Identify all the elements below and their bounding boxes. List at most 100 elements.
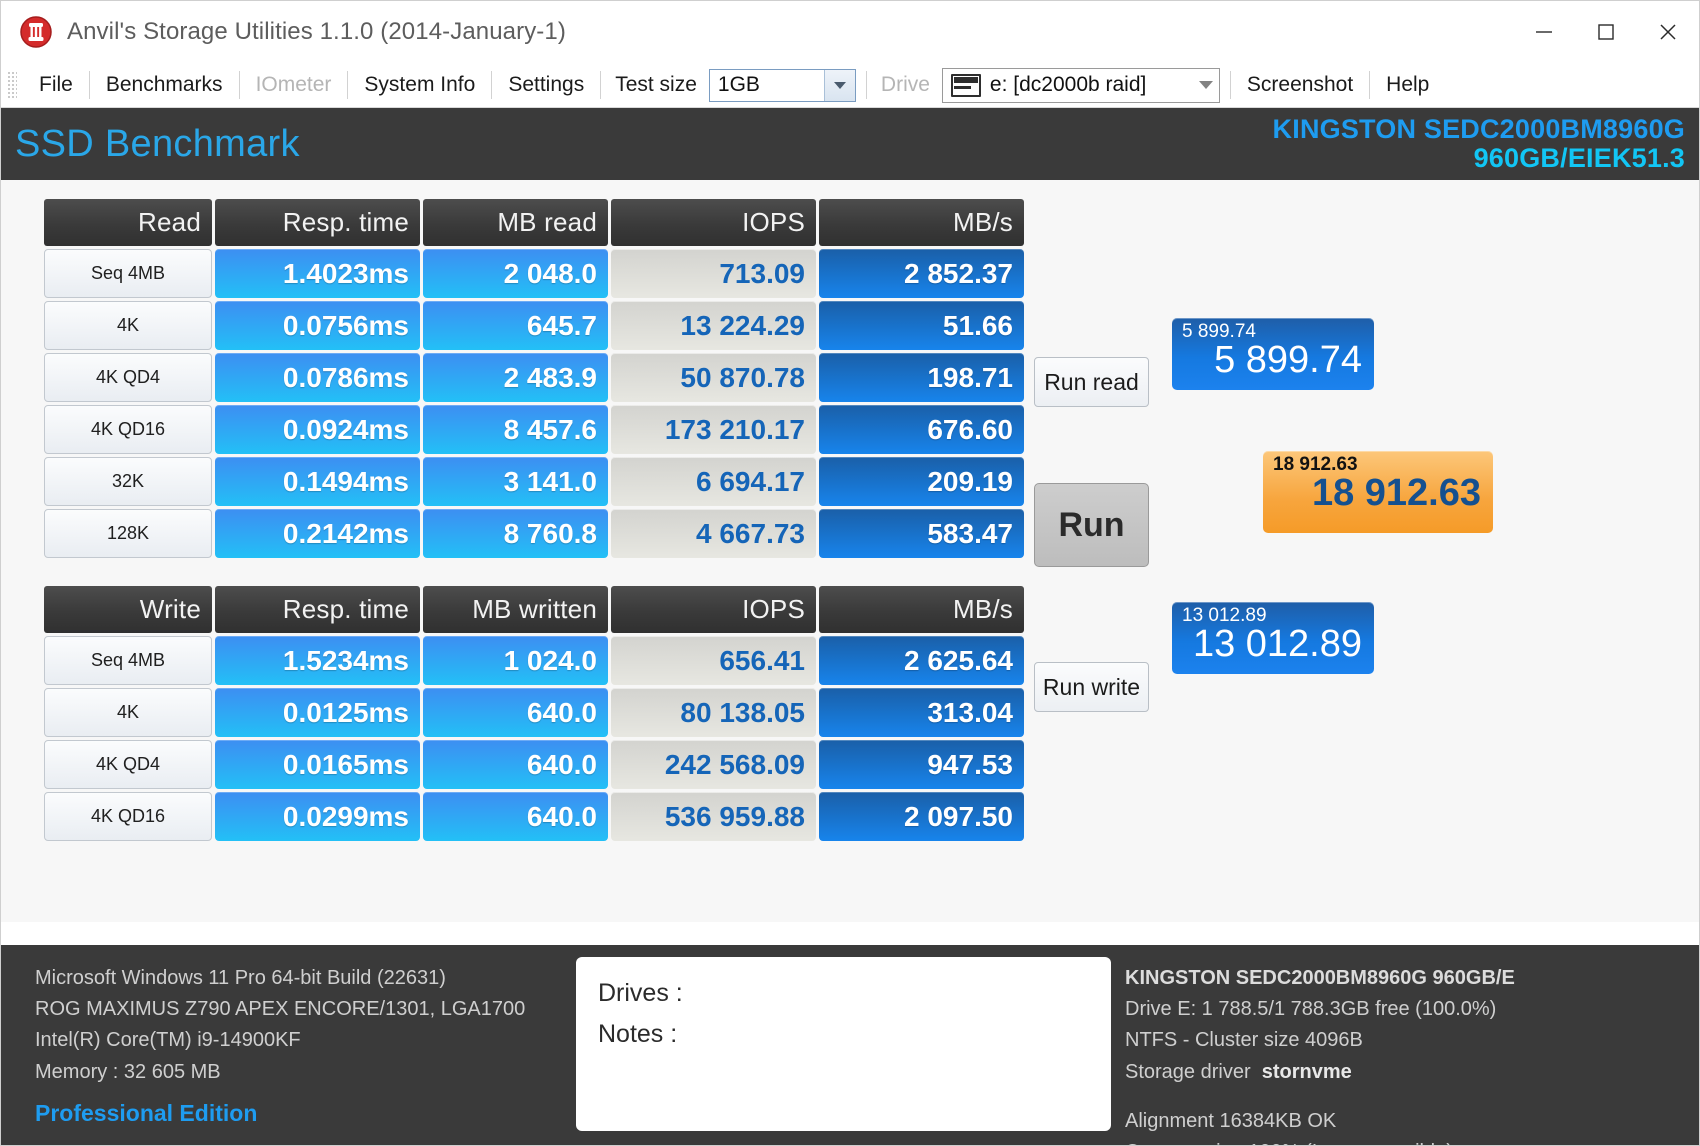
read-mbs-value: 209.19 — [819, 457, 1024, 506]
menu-item-benchmarks[interactable]: Benchmarks — [105, 73, 223, 96]
write-mb-value: 640.0 — [423, 792, 608, 841]
drive-model-info: KINGSTON SEDC2000BM8960G 960GB/EIEK51.3 — [1273, 115, 1685, 172]
read-header-mb: MB read — [423, 199, 608, 246]
read-row-label[interactable]: 32K — [44, 457, 212, 506]
write-header-iops: IOPS — [611, 586, 816, 633]
total-score-small: 18 912.63 — [1273, 454, 1358, 475]
write-score-box: 13 012.89 13 012.89 — [1172, 602, 1374, 674]
read-row-label[interactable]: 128K — [44, 509, 212, 558]
table-row: 4K QD4 0.0165ms 640.0 242 568.09 947.53 — [44, 740, 1024, 789]
write-results-table: Write Resp. time MB written IOPS MB/s Se… — [41, 583, 1027, 844]
read-resp-value: 0.2142ms — [215, 509, 420, 558]
drive-info-panel: KINGSTON SEDC2000BM8960G 960GB/E Drive E… — [1111, 945, 1699, 1145]
system-motherboard: ROG MAXIMUS Z790 APEX ENCORE/1301, LGA17… — [35, 998, 526, 1021]
write-iops-value: 536 959.88 — [611, 792, 816, 841]
read-mb-value: 2 048.0 — [423, 249, 608, 298]
test-size-label: Test size — [615, 73, 697, 96]
write-resp-value: 0.0165ms — [215, 740, 420, 789]
window-controls — [1513, 1, 1699, 63]
chevron-down-icon[interactable] — [1198, 81, 1213, 89]
write-header-resp: Resp. time — [215, 586, 420, 633]
write-row-label[interactable]: 4K QD16 — [44, 792, 212, 841]
write-mb-value: 640.0 — [423, 688, 608, 737]
title-bar: Anvil's Storage Utilities 1.1.0 (2014-Ja… — [1, 1, 1699, 63]
table-row: 4K QD16 0.0299ms 640.0 536 959.88 2 097.… — [44, 792, 1024, 841]
table-row: 128K 0.2142ms 8 760.8 4 667.73 583.47 — [44, 509, 1024, 558]
toolbar-grip[interactable] — [7, 71, 17, 99]
system-cpu: Intel(R) Core(TM) i9-14900KF — [35, 1029, 301, 1052]
write-resp-value: 0.0125ms — [215, 688, 420, 737]
driver-value: stornvme — [1261, 1060, 1352, 1083]
write-resp-value: 1.5234ms — [215, 636, 420, 685]
read-mbs-value: 198.71 — [819, 353, 1024, 402]
read-score-small: 5 899.74 — [1182, 321, 1256, 342]
close-button[interactable] — [1637, 1, 1699, 63]
menu-divider — [238, 71, 240, 99]
write-row-label[interactable]: 4K QD4 — [44, 740, 212, 789]
read-resp-value: 0.0924ms — [215, 405, 420, 454]
edition-label: Professional Edition — [35, 1099, 258, 1126]
read-resp-value: 1.4023ms — [215, 249, 420, 298]
notes-label: Notes : — [598, 1019, 678, 1048]
system-memory: Memory : 32 605 MB — [35, 1060, 221, 1083]
read-row-label[interactable]: 4K QD4 — [44, 353, 212, 402]
window-title: Anvil's Storage Utilities 1.1.0 (2014-Ja… — [67, 18, 566, 45]
menu-item-iometer: IOmeter — [255, 73, 332, 96]
write-mbs-value: 313.04 — [819, 688, 1024, 737]
maximize-button[interactable] — [1575, 1, 1637, 63]
menu-divider — [347, 71, 349, 99]
table-row: Seq 4MB 1.4023ms 2 048.0 713.09 2 852.37 — [44, 249, 1024, 298]
read-score-value: 5 899.74 — [1214, 339, 1362, 381]
drive-select[interactable]: e: [dc2000b raid] — [941, 67, 1220, 103]
write-mbs-value: 2 625.64 — [819, 636, 1024, 685]
drive-info-filesystem: NTFS - Cluster size 4096B — [1125, 1029, 1363, 1052]
menu-item-help[interactable]: Help — [1386, 73, 1430, 96]
notes-panel[interactable]: Drives : Notes : — [576, 957, 1111, 1131]
drive-icon — [950, 73, 981, 97]
read-resp-value: 0.1494ms — [215, 457, 420, 506]
drive-value: e: [dc2000b raid] — [989, 73, 1147, 96]
table-row: 4K QD4 0.0786ms 2 483.9 50 870.78 198.71 — [44, 353, 1024, 402]
read-iops-value: 50 870.78 — [611, 353, 816, 402]
drive-info-capacity: Drive E: 1 788.5/1 788.3GB free (100.0%) — [1125, 998, 1497, 1021]
table-row: 4K 0.0756ms 645.7 13 224.29 51.66 — [44, 301, 1024, 350]
total-score-value: 18 912.63 — [1311, 472, 1481, 514]
menu-item-settings[interactable]: Settings — [508, 73, 585, 96]
read-resp-value: 0.0756ms — [215, 301, 420, 350]
drive-info-compression: Compression 100% (Incompressible) — [1125, 1137, 1699, 1145]
menu-item-file[interactable]: File — [39, 73, 73, 96]
menu-divider — [1229, 71, 1231, 99]
read-header-resp: Resp. time — [215, 199, 420, 246]
read-header-iops: IOPS — [611, 199, 816, 246]
run-button[interactable]: Run — [1034, 483, 1149, 567]
read-mbs-value: 2 852.37 — [819, 249, 1024, 298]
write-iops-value: 656.41 — [611, 636, 816, 685]
run-write-button[interactable]: Run write — [1034, 662, 1149, 712]
write-row-label[interactable]: Seq 4MB — [44, 636, 212, 685]
menu-divider — [88, 71, 90, 99]
table-header-row: Read Resp. time MB read IOPS MB/s — [44, 199, 1024, 246]
minimize-button[interactable] — [1513, 1, 1575, 63]
read-row-label[interactable]: Seq 4MB — [44, 249, 212, 298]
drive-info-driver: Storage driver stornvme — [1125, 1057, 1699, 1088]
read-row-label[interactable]: 4K QD16 — [44, 405, 212, 454]
drives-label: Drives : — [598, 979, 683, 1007]
benchmark-banner: SSD Benchmark KINGSTON SEDC2000BM8960G 9… — [1, 108, 1699, 180]
read-row-label[interactable]: 4K — [44, 301, 212, 350]
read-iops-value: 713.09 — [611, 249, 816, 298]
write-mbs-value: 2 097.50 — [819, 792, 1024, 841]
write-header-label: Write — [44, 586, 212, 633]
write-header-mbs: MB/s — [819, 586, 1024, 633]
test-size-select[interactable]: 1GB — [708, 68, 856, 102]
read-iops-value: 13 224.29 — [611, 301, 816, 350]
menu-item-system-info[interactable]: System Info — [364, 73, 476, 96]
run-read-button[interactable]: Run read — [1034, 357, 1149, 407]
page-title: SSD Benchmark — [15, 122, 300, 165]
chevron-down-icon[interactable] — [823, 69, 855, 101]
write-row-label[interactable]: 4K — [44, 688, 212, 737]
menu-item-screenshot[interactable]: Screenshot — [1246, 73, 1354, 96]
read-mbs-value: 583.47 — [819, 509, 1024, 558]
menu-divider — [600, 71, 602, 99]
table-row: 32K 0.1494ms 3 141.0 6 694.17 209.19 — [44, 457, 1024, 506]
